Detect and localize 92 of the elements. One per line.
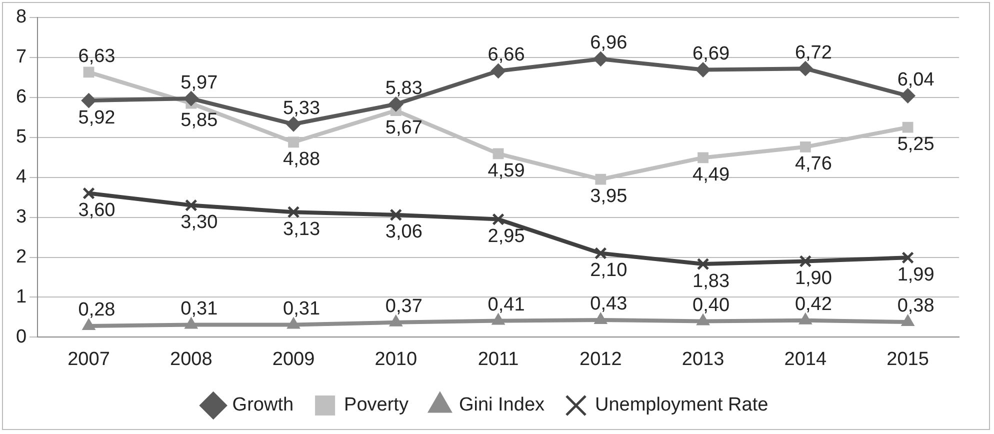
- data-label: 0,40: [692, 294, 730, 316]
- data-label: 4,59: [488, 160, 525, 182]
- data-label: 0,41: [488, 294, 525, 316]
- x-tick-label: 2007: [68, 348, 110, 370]
- data-label: 6,72: [794, 42, 832, 64]
- data-label: 3,06: [385, 222, 422, 243]
- data-label: 5,97: [180, 72, 218, 94]
- data-label: 6,96: [590, 32, 628, 54]
- point: [698, 152, 708, 164]
- legend-label: Gini Index: [458, 394, 546, 416]
- point: [902, 122, 914, 133]
- point: [286, 116, 302, 132]
- data-label: 5,83: [385, 78, 422, 99]
- point: [390, 208, 402, 222]
- data-label: 0,42: [794, 294, 832, 316]
- y-tick-label: 1: [16, 286, 27, 308]
- point: [798, 61, 813, 76]
- data-label: 5,85: [180, 110, 218, 132]
- data-label: 4,49: [692, 164, 730, 186]
- data-label: 6,04: [897, 69, 935, 90]
- legend-label: Unemployment Rate: [595, 394, 768, 416]
- data-label: 4,76: [794, 154, 832, 175]
- point: [388, 96, 404, 112]
- data-label: 1,90: [794, 268, 832, 289]
- point: [492, 213, 504, 226]
- x-tick-label: 2010: [374, 348, 418, 370]
- point: [594, 312, 608, 324]
- point: [594, 247, 607, 260]
- legend-label: Growth: [232, 394, 294, 416]
- point: [184, 199, 198, 212]
- point: [82, 318, 96, 330]
- data-label: 0,31: [180, 298, 218, 320]
- data-label: 3,13: [283, 218, 320, 240]
- point: [800, 141, 811, 152]
- point: [696, 314, 710, 326]
- data-label: 6,63: [78, 46, 116, 67]
- y-tick-label: 5: [16, 126, 27, 148]
- data-label: 1,83: [692, 270, 730, 292]
- data-label: 1,99: [897, 264, 934, 286]
- data-label: 4,88: [283, 148, 320, 170]
- point: [83, 66, 94, 78]
- point: [288, 136, 299, 148]
- data-label: 0,43: [590, 294, 628, 315]
- y-tick-label: 4: [16, 166, 27, 188]
- point: [696, 62, 711, 78]
- y-tick-label: 6: [16, 86, 27, 108]
- data-label: 2,95: [488, 226, 525, 248]
- point: [799, 255, 812, 268]
- data-label: 0,38: [897, 296, 934, 317]
- point: [490, 63, 506, 78]
- point: [900, 88, 916, 104]
- legend-label: Poverty: [344, 394, 409, 416]
- data-label: 5,25: [897, 134, 934, 156]
- point: [81, 93, 96, 108]
- y-tick-label: 7: [16, 46, 27, 68]
- point: [389, 314, 402, 326]
- point: [492, 148, 504, 160]
- y-tick-label: 8: [16, 6, 27, 28]
- y-tick-label: 3: [16, 206, 27, 228]
- data-label: 0,31: [283, 298, 320, 320]
- x-tick-label: 2015: [886, 348, 929, 370]
- point: [82, 187, 95, 200]
- point: [902, 251, 914, 264]
- data-label: 5,33: [283, 98, 320, 119]
- data-label: 0,28: [78, 300, 116, 321]
- point: [901, 314, 914, 326]
- point: [798, 312, 812, 324]
- data-label: 3,60: [78, 200, 116, 222]
- data-label: 2,10: [590, 260, 628, 281]
- point: [593, 51, 608, 66]
- point: [595, 174, 606, 185]
- point: [184, 317, 198, 329]
- data-label: 3,30: [180, 212, 218, 234]
- data-label: 6,69: [692, 44, 730, 64]
- x-tick-label: 2014: [784, 348, 827, 370]
- x-tick-label: 2012: [580, 348, 622, 370]
- data-label: 5,92: [78, 107, 116, 128]
- point: [184, 91, 199, 106]
- y-tick-label: 2: [16, 246, 27, 268]
- x-tick-label: 2009: [272, 348, 315, 370]
- point: [696, 258, 710, 270]
- data-label: 5,67: [385, 117, 422, 138]
- x-tick-label: 2013: [682, 348, 724, 370]
- data-label: 0,37: [385, 296, 422, 318]
- y-tick-label: 0: [16, 326, 27, 348]
- x-tick-label: 2011: [478, 348, 519, 370]
- x-tick-label: 2008: [170, 348, 212, 370]
- data-label: 3,95: [590, 186, 628, 208]
- data-label: 6,66: [488, 44, 525, 66]
- point: [492, 313, 505, 325]
- point: [287, 206, 300, 218]
- point: [286, 317, 300, 329]
